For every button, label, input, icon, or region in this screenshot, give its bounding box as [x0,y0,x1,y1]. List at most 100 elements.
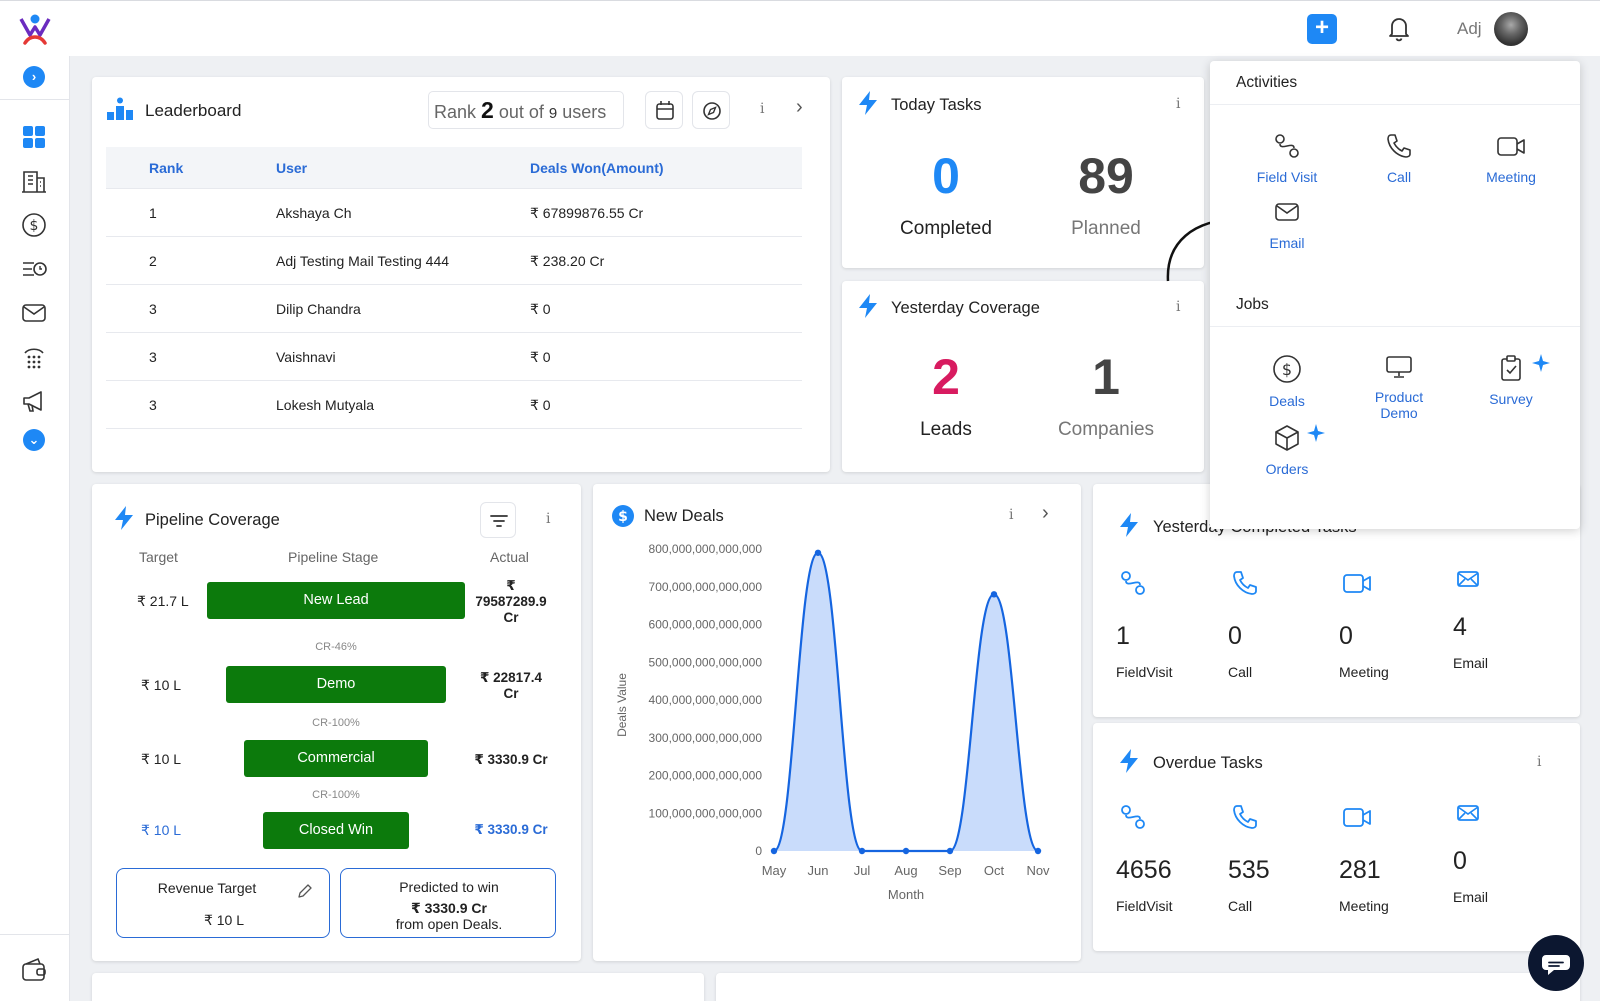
companies-count[interactable]: 1 [1092,349,1120,405]
filter-icon [490,515,508,527]
column-rank[interactable]: Rank [149,160,184,176]
stage-closed-win[interactable]: Closed Win [263,812,409,849]
bolt-icon [1120,513,1138,537]
stage-new-lead[interactable]: New Lead [207,582,465,619]
stage-commercial[interactable]: Commercial [244,740,428,777]
column-user[interactable]: User [276,160,308,176]
activity-meeting[interactable]: Meeting [1456,131,1566,185]
planned-count[interactable]: 89 [1078,148,1134,204]
data-point [858,847,866,855]
table-row[interactable]: 3 Vaishnavi ₹ 0 [106,333,802,381]
activity-label: Email [1269,235,1305,251]
call-count: 0 [1228,622,1242,650]
email-count: 0 [1453,847,1467,875]
leaderboard-icon [107,97,133,120]
predicted-value: ₹ 3330.9 Cr [411,900,487,916]
data-point [814,549,822,556]
column-deals-won[interactable]: Deals Won(Amount) [530,160,664,176]
y-tick-label: 800,000,000,000,000 [649,542,763,556]
phone-icon [1387,134,1411,158]
mail-icon[interactable] [20,299,48,327]
job-deals[interactable]: $ Deals [1232,353,1342,409]
call-label: Call [1228,898,1253,914]
overdue-info-icon[interactable]: i [1537,754,1542,770]
chat-button[interactable] [1528,935,1584,991]
table-row[interactable]: 3 Dilip Chandra ₹ 0 [106,285,802,333]
dashboard-icon[interactable] [20,123,48,151]
megaphone-icon[interactable] [20,387,48,415]
activities-heading: Activities [1210,61,1580,105]
stage-column-header: Pipeline Stage [288,549,379,565]
leaderboard-next-icon[interactable]: › [796,96,803,118]
avatar[interactable] [1494,12,1528,46]
leads-label: Leads [920,419,972,440]
call-label: Call [1228,664,1253,680]
rank-prefix: Rank [434,102,477,122]
new-deals-next-icon[interactable]: › [1042,502,1049,524]
table-row[interactable]: 2 Adj Testing Mail Testing 444 ₹ 238.20 … [106,237,802,285]
contact-dialer-icon[interactable] [20,343,48,371]
activity-email[interactable]: Email [1232,197,1342,251]
add-button[interactable]: + [1307,14,1337,44]
stage-actual: ₹ 22817.4 Cr [468,670,554,702]
notification-bell-icon[interactable] [1385,13,1413,43]
rank-suffix: users [562,102,607,122]
amount-cell: ₹ 238.20 Cr [530,253,605,269]
user-cell: Dilip Chandra [276,301,361,317]
overdue-title: Overdue Tasks [1153,754,1263,772]
meeting-label: Meeting [1339,898,1389,914]
y-tick-label: 500,000,000,000,000 [649,655,763,669]
table-row[interactable]: 3 Lokesh Mutyala ₹ 0 [106,381,802,429]
completed-count[interactable]: 0 [932,148,960,204]
compass-button[interactable] [692,91,730,129]
y-axis-title: Deals Value [615,673,629,737]
yesterday-coverage-card: Yesterday Coverage i 2 Leads 1 Companies [842,281,1204,472]
fieldvisit-count: 4656 [1116,856,1172,884]
table-row[interactable]: 1 Akshaya Ch ₹ 67899876.55 Cr [106,189,802,237]
sidebar-expand-button[interactable]: › [23,66,45,88]
activity-field-visit[interactable]: Field Visit [1232,131,1342,185]
sidebar-more-button[interactable]: ⌄ [23,429,45,451]
user-name[interactable]: Adj [1457,19,1482,38]
edit-pencil-icon[interactable] [295,881,315,901]
user-cell: Adj Testing Mail Testing 444 [276,253,450,269]
job-orders[interactable]: Orders [1232,423,1342,477]
monitor-icon [1386,356,1412,378]
wallet-icon[interactable] [20,956,48,984]
user-cell: Vaishnavi [276,349,336,365]
series-area [774,552,1038,851]
yesterday-coverage-info-icon[interactable]: i [1176,299,1181,315]
today-tasks-info-icon[interactable]: i [1176,96,1181,112]
activity-call[interactable]: Call [1344,131,1454,185]
data-point [902,847,910,855]
meeting-label: Meeting [1339,664,1389,680]
leaderboard-table: Rank User Deals Won(Amount) 1 Akshaya Ch… [106,147,802,429]
box-icon [1275,425,1299,451]
revenue-target-box: Revenue Target ₹ 10 L [116,868,330,938]
stage-actual-unit: Cr [503,686,519,701]
bolt-icon [859,294,877,318]
leads-count[interactable]: 2 [932,349,960,405]
table-header: Rank User Deals Won(Amount) [106,147,802,189]
predicted-label: Predicted to win [399,879,499,895]
filter-button[interactable] [480,502,516,538]
app-logo-icon[interactable] [18,13,52,47]
tasks-clock-icon[interactable] [20,255,48,283]
job-product-demo[interactable]: Product Demo [1344,353,1454,421]
rank-cell: 3 [149,349,157,365]
leaderboard-title: Leaderboard [145,101,242,120]
building-icon[interactable] [20,167,48,195]
stage-demo[interactable]: Demo [226,666,446,703]
actual-column-header: Actual [490,549,529,565]
job-survey[interactable]: Survey [1456,353,1566,407]
pipeline-info-icon[interactable]: i [546,511,551,527]
jobs-heading: Jobs [1210,283,1580,327]
calendar-button[interactable] [645,91,683,129]
new-deals-chart[interactable]: 0 100,000,000,000,000 200,000,000,000,000 3… [593,484,1081,961]
dollar-icon[interactable]: $ [20,211,48,239]
y-tick-label: 400,000,000,000,000 [649,693,763,707]
bottom-card [716,973,1580,1001]
new-deals-info-icon[interactable]: i [1009,507,1014,523]
bolt-icon [115,506,133,530]
leaderboard-info-icon[interactable]: i [760,101,765,117]
